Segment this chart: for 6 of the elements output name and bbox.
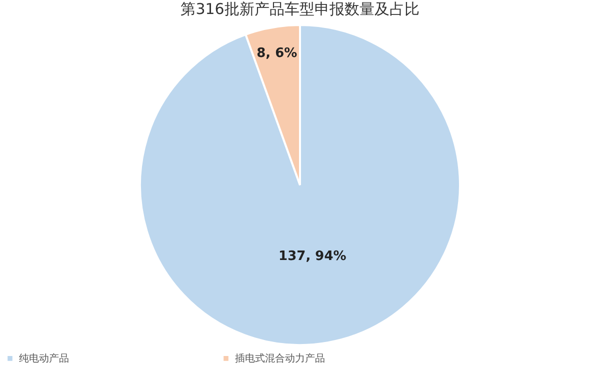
data-label: 8, 6% <box>256 46 298 62</box>
pie-slice <box>139 24 461 346</box>
legend-label: 纯电动产品 <box>19 352 69 364</box>
data-label: 137, 94% <box>278 248 346 264</box>
legend-label: 插电式混合动力产品 <box>235 352 325 364</box>
chart-title: 第316批新产品车型申报数量及占比 <box>180 0 420 18</box>
